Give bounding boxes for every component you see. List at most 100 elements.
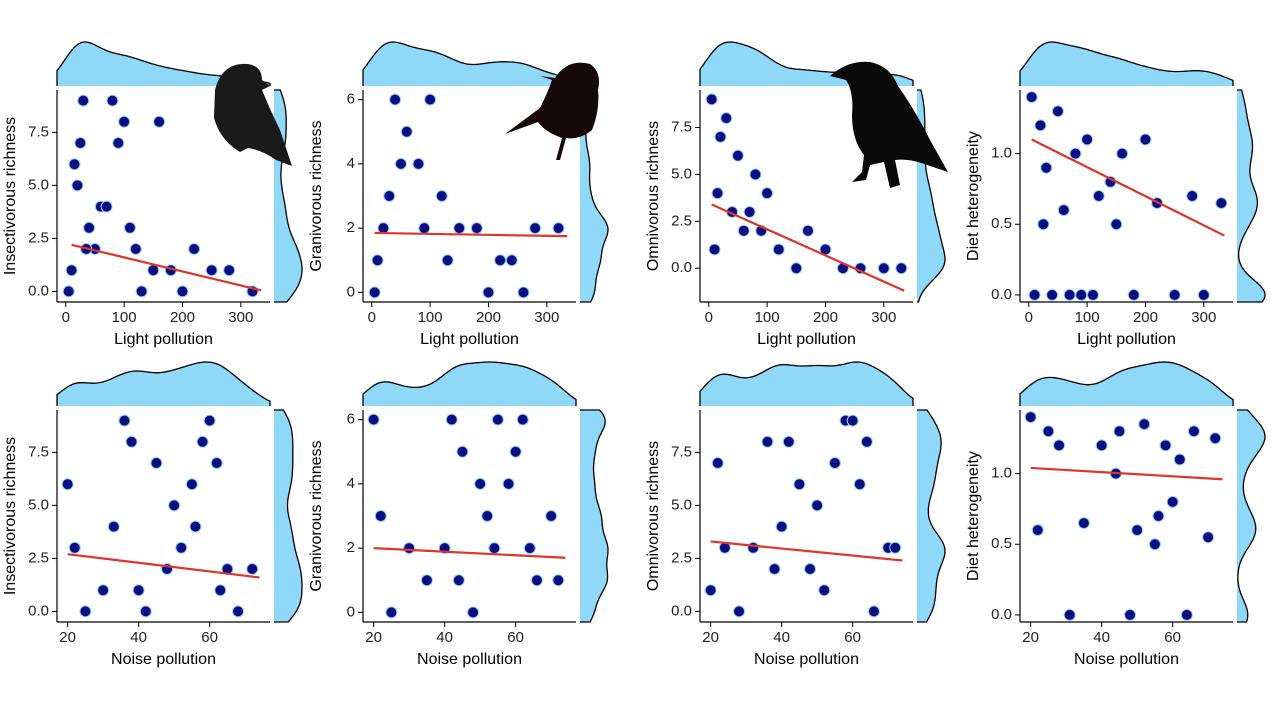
point <box>737 224 750 237</box>
point <box>853 478 866 491</box>
x-tick-label: 0 <box>368 309 376 326</box>
point <box>1075 288 1088 301</box>
point <box>1139 133 1152 146</box>
x-tick-label: 60 <box>507 629 524 646</box>
point <box>1069 147 1082 160</box>
y-tick-label: 2 <box>347 219 355 236</box>
point <box>132 584 145 597</box>
x-tick-label: 60 <box>201 629 218 646</box>
point <box>175 541 188 554</box>
point <box>452 574 465 587</box>
point <box>733 605 746 618</box>
point <box>1138 418 1151 431</box>
point <box>1028 288 1041 301</box>
point <box>790 262 803 275</box>
point <box>747 541 760 554</box>
x-tick-label: 300 <box>534 309 559 326</box>
point <box>168 499 181 512</box>
x-tick-label: 100 <box>755 309 780 326</box>
point <box>505 254 518 267</box>
point <box>545 510 558 522</box>
point <box>1166 495 1179 508</box>
point <box>761 187 774 200</box>
point <box>176 285 189 298</box>
y-tick-label: 0.5 <box>991 215 1012 232</box>
point <box>470 222 483 235</box>
point <box>1042 425 1055 438</box>
cowbird-silhouette <box>505 62 599 160</box>
point <box>488 542 501 555</box>
point <box>1063 288 1076 301</box>
y-axis-label: Omnivorous richness <box>645 441 662 591</box>
point <box>453 222 466 235</box>
point <box>205 264 218 277</box>
point <box>761 435 774 448</box>
point <box>1053 439 1066 452</box>
point <box>1046 288 1059 301</box>
y-tick-label: 4 <box>347 475 355 492</box>
panel: 0.0 0.5 1.0 20 40 60 Noise pollution Diet heter… <box>965 361 1266 668</box>
y-tick-label: 0.0 <box>991 606 1012 623</box>
y-density <box>1237 409 1266 623</box>
x-tick-label: 40 <box>436 629 453 646</box>
point <box>467 606 480 619</box>
point <box>846 414 859 427</box>
point <box>400 125 413 138</box>
y-tick-label: 7.5 <box>28 443 49 460</box>
y-tick-label: 6 <box>347 91 355 108</box>
point <box>214 584 227 597</box>
y-tick-label: 1.0 <box>991 465 1012 482</box>
y-tick-label: 5.0 <box>671 165 692 182</box>
point <box>775 520 788 533</box>
point <box>1173 453 1186 466</box>
point <box>1086 288 1099 301</box>
point <box>529 222 542 235</box>
x-axis-label: Light pollution <box>114 331 213 348</box>
x-tick-label: 60 <box>844 629 861 646</box>
point <box>895 262 908 275</box>
y-tick-label: 7.5 <box>671 443 692 460</box>
point <box>83 221 96 234</box>
point <box>804 563 817 575</box>
y-density <box>917 409 946 623</box>
point <box>711 187 724 200</box>
panel: 0.0 2.5 5.0 7.5 20 40 60 Noise pollution Insecti… <box>2 361 303 668</box>
x-density <box>699 361 914 406</box>
x-tick-label: 40 <box>773 629 790 646</box>
point <box>704 584 717 597</box>
point <box>123 221 136 234</box>
trend-line <box>67 553 260 579</box>
point <box>203 414 216 427</box>
y-density <box>1237 89 1266 303</box>
point <box>711 457 724 469</box>
x-tick-label: 20 <box>1022 629 1039 646</box>
point <box>1025 91 1038 104</box>
point <box>552 222 565 235</box>
point <box>129 243 142 255</box>
point <box>552 574 565 587</box>
point <box>720 112 733 125</box>
point <box>1034 119 1047 132</box>
point <box>61 478 74 491</box>
point <box>1127 288 1140 301</box>
point <box>196 435 209 448</box>
point <box>889 541 902 554</box>
trend-line <box>1031 138 1225 237</box>
y-tick-label: 0 <box>347 283 355 300</box>
y-tick-label: 1.0 <box>991 145 1012 162</box>
y-axis-label: Insectivorous richness <box>2 117 19 275</box>
point <box>1168 288 1181 301</box>
x-axis-label: Noise pollution <box>111 651 216 668</box>
x-density <box>56 361 271 406</box>
point <box>768 563 781 575</box>
panel: 0.0 2.5 5.0 7.5 0 100 200 300 Light pollution Ins… <box>2 41 303 348</box>
x-tick-label: 200 <box>813 309 838 326</box>
point <box>509 445 522 458</box>
point <box>189 520 202 533</box>
y-tick-label: 0.0 <box>991 286 1012 303</box>
point <box>877 262 890 275</box>
point <box>79 605 92 618</box>
y-density <box>580 409 609 623</box>
point <box>1031 524 1044 537</box>
y-density <box>274 89 303 303</box>
